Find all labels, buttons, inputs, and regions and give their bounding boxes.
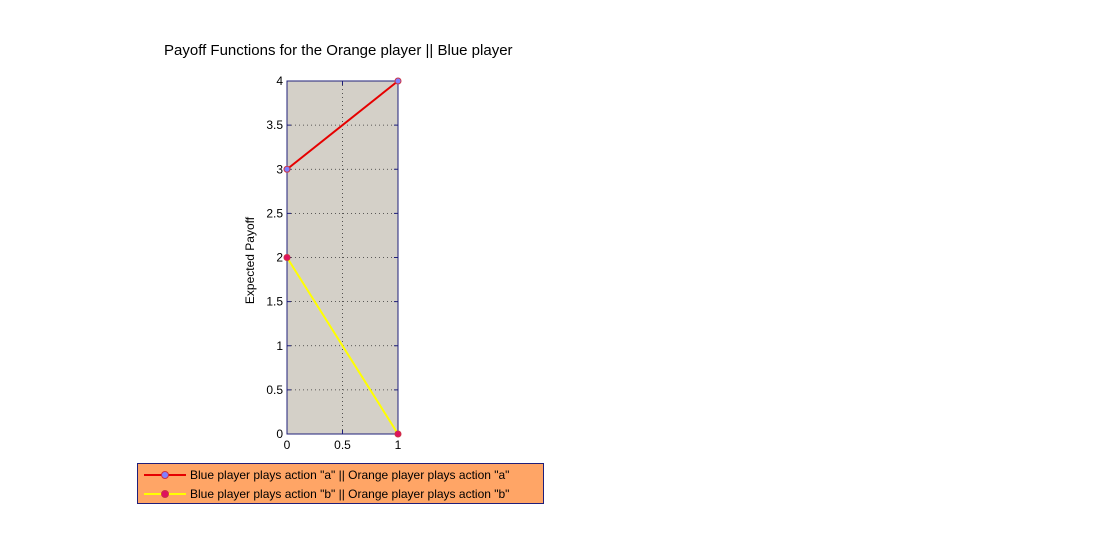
y-tick-label: 0 xyxy=(276,427,283,441)
series-1-point xyxy=(394,77,402,85)
series-1-line xyxy=(286,80,399,171)
series-2-point xyxy=(283,254,291,261)
y-tick-label: 0.5 xyxy=(266,383,283,397)
y-axis-label: Expected Payoff xyxy=(243,216,257,304)
legend-swatch-marker xyxy=(161,471,169,479)
legend-label: Blue player plays action "b" || Orange p… xyxy=(190,487,510,501)
y-tick-label: 3.5 xyxy=(266,118,283,132)
legend: Blue player plays action "a" || Orange p… xyxy=(137,463,544,504)
series-layer xyxy=(283,77,402,438)
series-2-point xyxy=(394,430,402,438)
series-2-line xyxy=(286,256,399,435)
x-tick-label: 1 xyxy=(395,438,402,452)
legend-swatch-series-2 xyxy=(144,490,186,498)
legend-swatch-marker xyxy=(161,490,169,498)
y-tick-label: 2.5 xyxy=(266,206,283,220)
y-tick-label: 2 xyxy=(276,251,283,265)
legend-swatch-series-1 xyxy=(144,471,186,479)
chart-title: Payoff Functions for the Orange player |… xyxy=(164,42,513,59)
y-tick-label: 4 xyxy=(276,74,283,88)
legend-entry: Blue player plays action "b" || Orange p… xyxy=(138,485,543,503)
x-tick-label: 0 xyxy=(284,438,291,452)
legend-entry: Blue player plays action "a" || Orange p… xyxy=(138,466,543,484)
y-tick-label: 3 xyxy=(276,162,283,176)
legend-label: Blue player plays action "a" || Orange p… xyxy=(190,468,510,482)
x-tick-label: 0.5 xyxy=(334,438,351,452)
y-tick-label: 1.5 xyxy=(266,295,283,309)
y-tick-label: 1 xyxy=(276,339,283,353)
series-1-point xyxy=(283,165,291,173)
